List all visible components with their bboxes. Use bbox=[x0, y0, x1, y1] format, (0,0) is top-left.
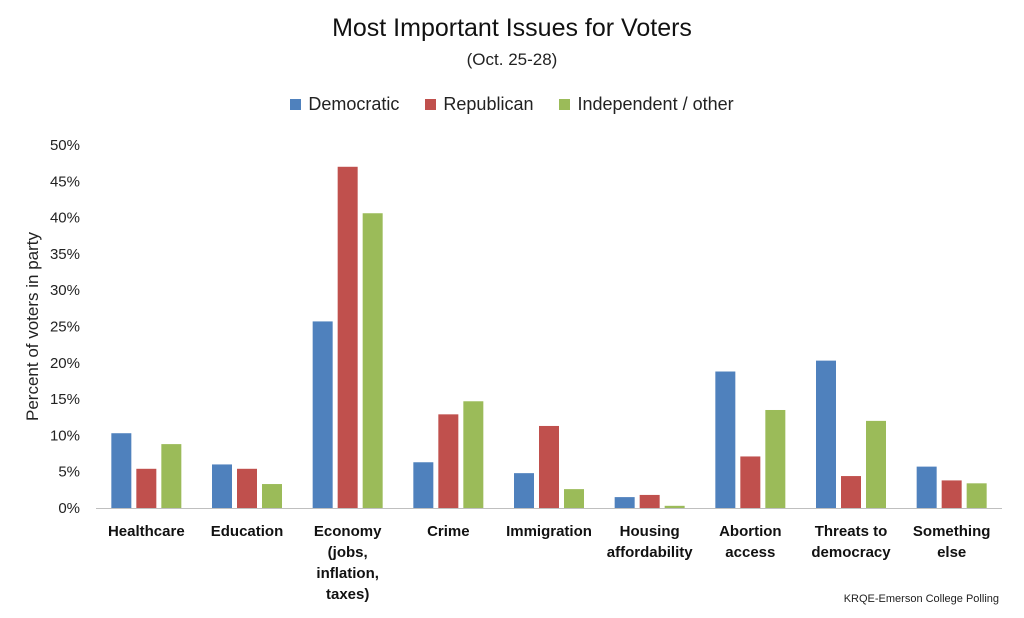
legend-label-republican: Republican bbox=[443, 94, 534, 114]
bar-republican-8 bbox=[941, 480, 962, 508]
chart-title: Most Important Issues for Voters bbox=[332, 14, 692, 42]
bar-republican-6 bbox=[740, 456, 761, 508]
y-tick-label: 40% bbox=[50, 210, 80, 227]
x-category-label: Education bbox=[211, 523, 284, 540]
bar-republican-2 bbox=[337, 166, 358, 508]
y-tick-label: 10% bbox=[50, 427, 80, 444]
y-tick-label: 35% bbox=[50, 246, 80, 263]
y-tick-label: 30% bbox=[50, 282, 80, 299]
y-axis-label: Percent of voters in party bbox=[23, 232, 42, 421]
x-category-label: Immigration bbox=[506, 523, 592, 540]
x-category-label: Threats to democracy bbox=[811, 523, 891, 561]
legend-item-democratic: Democratic bbox=[290, 94, 399, 115]
x-category-label: Something else bbox=[913, 523, 991, 561]
y-tick-label: 45% bbox=[50, 173, 80, 190]
legend-swatch-democratic bbox=[290, 99, 302, 110]
bar-independent-other-1 bbox=[262, 484, 282, 508]
bar-republican-4 bbox=[539, 425, 559, 508]
bar-republican-5 bbox=[639, 494, 660, 508]
x-category-label: Healthcare bbox=[108, 523, 185, 540]
x-category-label: Economy (jobs, inflation, taxes) bbox=[314, 523, 382, 603]
y-tick-label: 5% bbox=[58, 464, 80, 481]
bar-republican-0 bbox=[136, 468, 157, 508]
bar-democratic-7 bbox=[816, 360, 836, 508]
y-tick-label: 25% bbox=[50, 319, 80, 336]
y-tick-label: 20% bbox=[50, 355, 80, 372]
bar-democratic-6 bbox=[715, 371, 736, 508]
x-category-label: Housing affordability bbox=[607, 523, 693, 561]
bar-independent-other-4 bbox=[564, 489, 584, 508]
bar-independent-other-5 bbox=[664, 505, 685, 508]
legend-swatch-republican bbox=[425, 99, 437, 110]
y-tick-label: 15% bbox=[50, 391, 80, 408]
legend-label-democratic: Democratic bbox=[308, 94, 400, 114]
bar-democratic-4 bbox=[514, 473, 534, 508]
bar-independent-other-2 bbox=[362, 213, 383, 508]
bar-democratic-3 bbox=[413, 462, 434, 508]
legend-label-independent: Independent / other bbox=[577, 94, 734, 114]
x-category-label: Crime bbox=[427, 523, 470, 540]
legend-item-republican: Republican bbox=[425, 94, 533, 115]
chart-subtitle: (Oct. 25-28) bbox=[466, 50, 558, 69]
legend-swatch-independent bbox=[559, 99, 571, 110]
legend-item-independent: Independent / other bbox=[559, 94, 734, 115]
y-tick-label: 0% bbox=[58, 500, 80, 517]
bar-democratic-2 bbox=[312, 321, 333, 508]
bar-democratic-0 bbox=[111, 433, 132, 508]
legend: Democratic Republican Independent / othe… bbox=[0, 94, 1024, 115]
bar-republican-7 bbox=[841, 476, 861, 508]
bar-democratic-1 bbox=[212, 464, 232, 508]
bar-independent-other-3 bbox=[463, 401, 484, 508]
bar-independent-other-7 bbox=[866, 420, 886, 508]
bar-democratic-8 bbox=[916, 466, 937, 508]
bar-independent-other-6 bbox=[765, 409, 786, 508]
bar-republican-3 bbox=[438, 414, 459, 508]
source-note: KRQE-Emerson College Polling bbox=[843, 593, 999, 605]
bar-independent-other-0 bbox=[161, 444, 182, 508]
bar-democratic-5 bbox=[614, 497, 635, 508]
x-category-label: Abortion access bbox=[719, 523, 781, 561]
bar-independent-other-8 bbox=[966, 483, 987, 508]
bar-republican-1 bbox=[237, 468, 257, 508]
y-tick-label: 50% bbox=[50, 137, 80, 154]
